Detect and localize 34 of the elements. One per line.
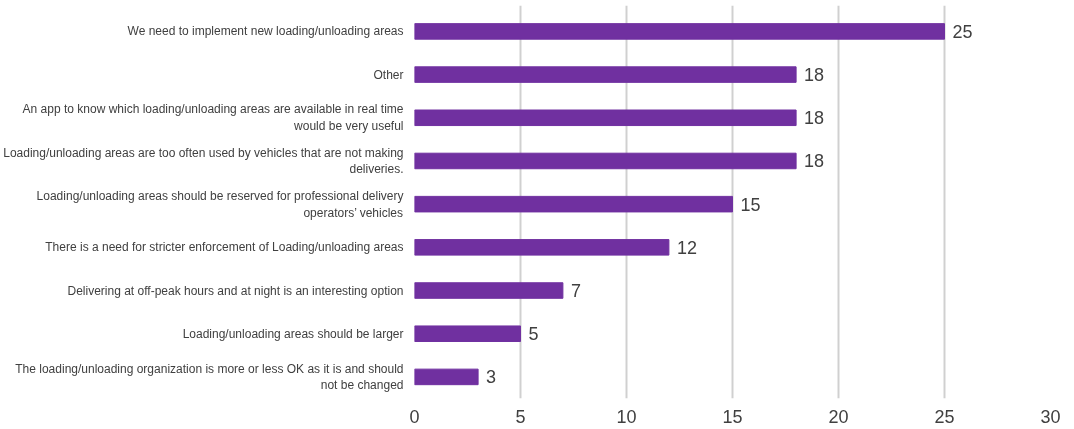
y-tick-label: Loading/unloading areas should be reserved for professional delivery operators’ vehicles xyxy=(36,188,404,220)
y-tick-label: Loading/unloading areas should be larger xyxy=(182,326,404,341)
y-tick-label: There is a need for stricter enforcement of Loading/unloading areas xyxy=(45,240,404,255)
data-label: 7 xyxy=(570,281,581,302)
y-tick-label: Other xyxy=(373,67,404,82)
bar xyxy=(414,239,670,256)
y-tick-label: We need to implement new loading/unloading areas xyxy=(127,24,404,39)
bar xyxy=(414,66,797,83)
bar xyxy=(414,325,521,342)
bar xyxy=(414,109,797,127)
x-tick-label: 5 xyxy=(515,406,526,427)
data-label: 18 xyxy=(804,108,825,129)
bar xyxy=(414,368,479,386)
bar xyxy=(414,195,733,213)
x-tick-label: 15 xyxy=(722,406,743,427)
x-tick-label: 30 xyxy=(1040,406,1061,427)
data-label: 15 xyxy=(740,194,761,215)
x-tick-label: 25 xyxy=(934,406,955,427)
data-label: 5 xyxy=(528,324,539,345)
bar xyxy=(414,282,564,299)
data-label: 3 xyxy=(486,367,497,388)
data-label: 25 xyxy=(952,21,973,42)
x-tick-label: 20 xyxy=(828,406,849,427)
x-tick-label: 10 xyxy=(616,406,637,427)
data-label: 18 xyxy=(804,65,825,86)
bar xyxy=(414,152,797,170)
data-label: 18 xyxy=(804,151,825,172)
x-tick-label: 0 xyxy=(409,406,420,427)
y-tick-label: Delivering at off-peak hours and at night is an interesting option xyxy=(67,283,404,298)
y-tick-label: An app to know which loading/unloading areas are available in real time would be very useful xyxy=(22,102,404,134)
y-tick-label: Loading/unloading areas are too often used by vehicles that are not making deliveries. xyxy=(3,145,404,177)
data-label: 12 xyxy=(676,237,697,258)
y-tick-label: The loading/unloading organization is more or less OK as it is and should not be changed xyxy=(15,361,404,393)
bar xyxy=(414,23,945,40)
